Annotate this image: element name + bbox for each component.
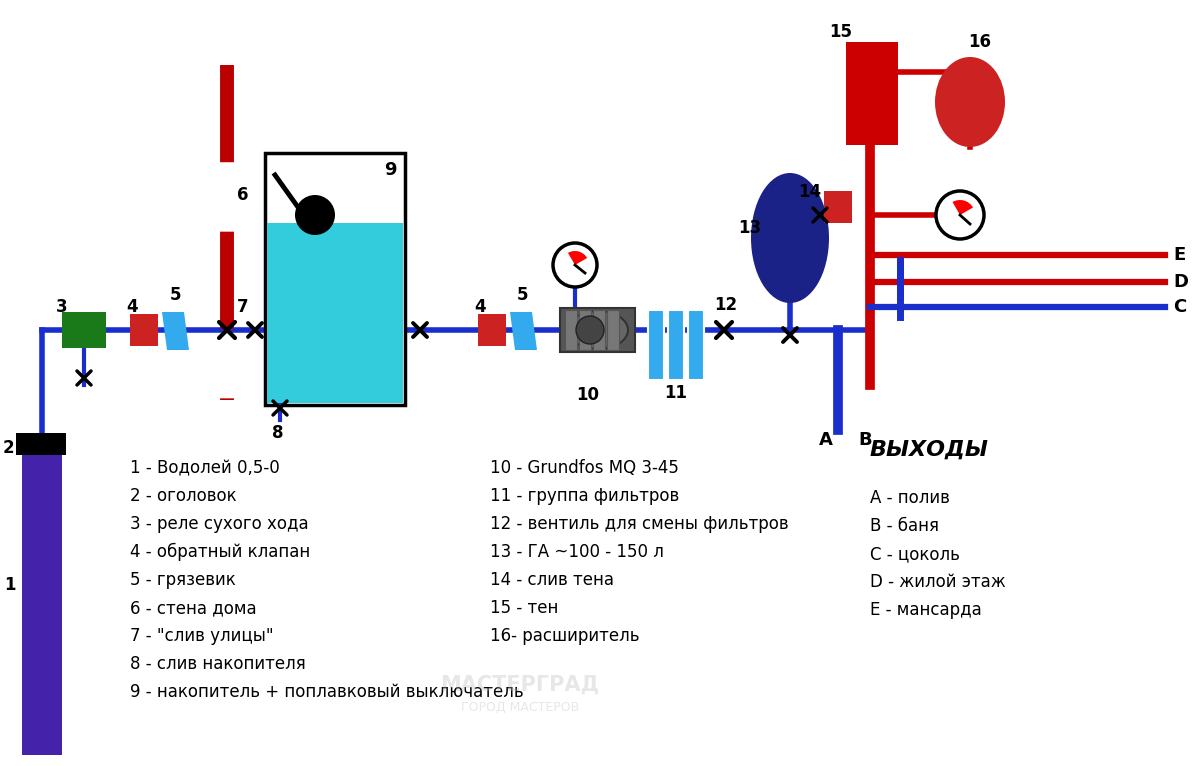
Text: 7 - "слив улицы": 7 - "слив улицы" — [130, 627, 274, 645]
Text: 6: 6 — [238, 186, 248, 204]
Text: 5: 5 — [169, 286, 181, 304]
Text: ВЫХОДЫ: ВЫХОДЫ — [870, 440, 989, 460]
Text: 4: 4 — [474, 298, 486, 316]
Bar — [130, 314, 158, 346]
Circle shape — [553, 243, 596, 287]
Text: 13: 13 — [738, 219, 762, 237]
Text: 15: 15 — [829, 23, 852, 41]
Bar — [648, 310, 664, 380]
Text: 16- расширитель: 16- расширитель — [490, 627, 640, 645]
Text: 14 - слив тена: 14 - слив тена — [490, 571, 614, 589]
Text: 4 - обратный клапан: 4 - обратный клапан — [130, 543, 311, 561]
Bar — [560, 308, 635, 352]
Text: 4: 4 — [126, 298, 138, 316]
Text: D - жилой этаж: D - жилой этаж — [870, 573, 1006, 591]
Text: ГОРОД МАСТЕРОВ: ГОРОД МАСТЕРОВ — [461, 700, 580, 713]
Text: 12: 12 — [714, 296, 738, 314]
Circle shape — [936, 191, 984, 239]
Text: A: A — [820, 431, 833, 449]
Text: E: E — [1172, 246, 1186, 264]
Bar — [607, 310, 619, 350]
Ellipse shape — [751, 173, 829, 303]
Bar — [62, 312, 106, 348]
Bar — [824, 191, 852, 223]
Text: 8: 8 — [272, 424, 283, 442]
Text: 10 - Grundfos MQ 3-45: 10 - Grundfos MQ 3-45 — [490, 459, 679, 477]
Bar — [16, 433, 66, 455]
Text: 8 - слив накопителя: 8 - слив накопителя — [130, 655, 306, 673]
Bar — [265, 153, 404, 405]
Polygon shape — [510, 312, 536, 350]
Text: 14: 14 — [798, 183, 822, 201]
Circle shape — [557, 247, 593, 283]
Text: 1: 1 — [5, 576, 16, 594]
Text: 2 - оголовок: 2 - оголовок — [130, 487, 236, 505]
Text: C: C — [1172, 298, 1187, 316]
Ellipse shape — [935, 57, 1004, 147]
Bar — [478, 314, 506, 346]
Text: 1 - Водолей 0,5-0: 1 - Водолей 0,5-0 — [130, 459, 280, 477]
Text: 7: 7 — [238, 298, 248, 316]
Circle shape — [940, 195, 980, 235]
Text: В - баня: В - баня — [870, 517, 938, 535]
Text: 13 - ГА ~100 - 150 л: 13 - ГА ~100 - 150 л — [490, 543, 664, 561]
Text: 6 - стена дома: 6 - стена дома — [130, 599, 257, 617]
Text: 16: 16 — [968, 33, 991, 51]
Text: МАСТЕРГРАД: МАСТЕРГРАД — [440, 675, 600, 695]
Wedge shape — [568, 251, 587, 265]
Text: 9 - накопитель + поплавковый выключатель: 9 - накопитель + поплавковый выключатель — [130, 683, 523, 701]
Bar — [22, 455, 62, 755]
Bar — [578, 310, 590, 350]
Ellipse shape — [568, 311, 628, 349]
Text: 5: 5 — [517, 286, 529, 304]
Circle shape — [295, 195, 335, 235]
Text: 12 - вентиль для смены фильтров: 12 - вентиль для смены фильтров — [490, 515, 788, 533]
Bar — [846, 42, 898, 145]
Bar — [266, 223, 403, 403]
Text: 9: 9 — [384, 161, 396, 179]
Text: E - мансарда: E - мансарда — [870, 601, 982, 619]
Bar — [668, 310, 684, 380]
Circle shape — [576, 316, 604, 344]
Text: А - полив: А - полив — [870, 489, 950, 507]
Text: 11: 11 — [665, 384, 688, 402]
Bar — [688, 310, 704, 380]
Text: 3: 3 — [56, 298, 68, 316]
Polygon shape — [162, 312, 190, 350]
Text: 5 - грязевик: 5 - грязевик — [130, 571, 235, 589]
Text: 3 - реле сухого хода: 3 - реле сухого хода — [130, 515, 308, 533]
Wedge shape — [953, 200, 973, 215]
Text: D: D — [1172, 273, 1188, 291]
Text: 15 - тен: 15 - тен — [490, 599, 558, 617]
Text: B: B — [858, 431, 872, 449]
Text: С - цоколь: С - цоколь — [870, 545, 960, 563]
Bar — [565, 310, 577, 350]
Text: 2: 2 — [2, 439, 14, 457]
Text: 10: 10 — [576, 386, 600, 404]
Bar — [593, 310, 605, 350]
Text: 11 - группа фильтров: 11 - группа фильтров — [490, 487, 679, 505]
